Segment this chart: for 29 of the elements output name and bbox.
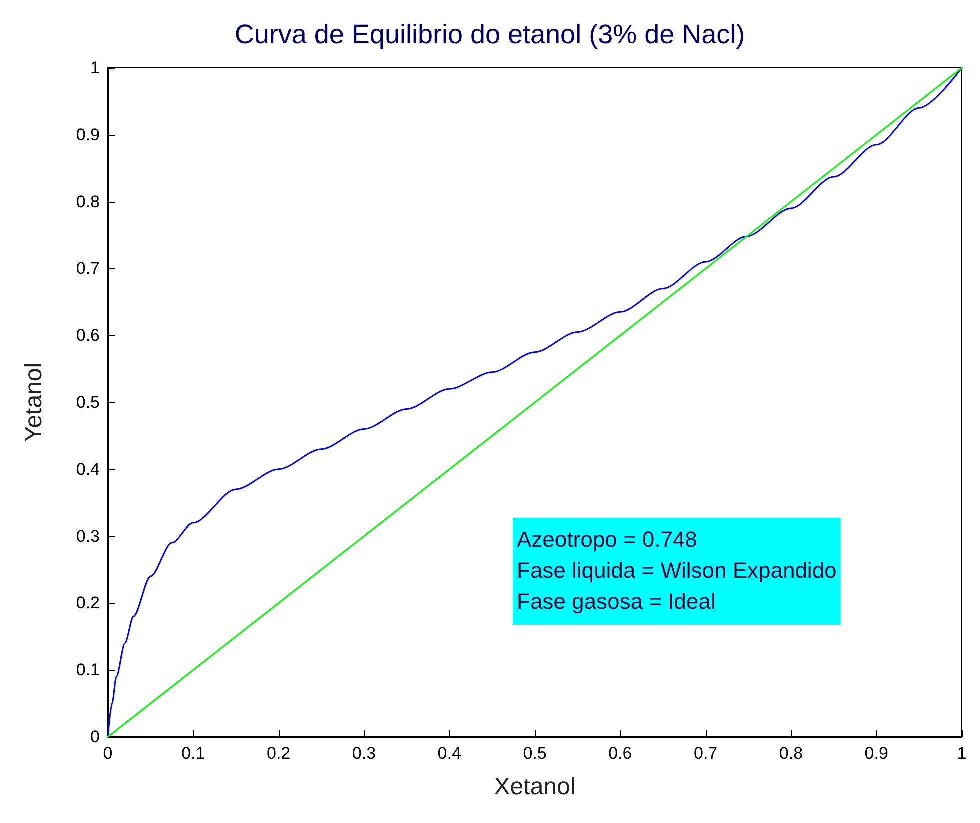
y-tick-label: 0.4 — [76, 460, 100, 479]
x-tick-label: 0.1 — [182, 744, 206, 763]
y-tick-label: 0.2 — [76, 594, 100, 613]
y-tick-label: 0.6 — [76, 326, 100, 346]
x-tick-label: 0.5 — [523, 744, 547, 763]
line-series — [107, 67, 963, 738]
y-tick-label: 0 — [90, 728, 100, 746]
x-tick-label: 0.9 — [864, 744, 888, 763]
y-tick-label: 0.8 — [76, 192, 100, 212]
x-tick-label: 1 — [957, 744, 967, 763]
y-axis-title: Yetanol — [20, 362, 48, 442]
y-tick-label: 0.9 — [76, 125, 100, 144]
y-tick-label: 0.1 — [76, 660, 100, 680]
x-tick-label: 0 — [103, 744, 113, 763]
x-tick-label: 0.7 — [694, 744, 718, 763]
x-tick-label: 0.2 — [266, 744, 291, 763]
x-tick-label: 0.4 — [438, 744, 462, 763]
annotation: Fase gasosa = Ideal — [517, 589, 716, 614]
chart-title: Curva de Equilibrio do etanol (3% de Nacl) — [234, 20, 746, 50]
y-tick-label: 0.5 — [76, 393, 100, 412]
x-axis-title: Xetanol — [494, 774, 576, 800]
x-tick-label: 0.8 — [779, 744, 804, 763]
y-tick-label: 0.7 — [76, 259, 100, 278]
x-tick-label: 0.6 — [608, 744, 632, 763]
y-tick-label: 1 — [90, 58, 100, 78]
annotation: Fase liquida = Wilson Expandido — [517, 558, 837, 583]
x-tick-label: 0.3 — [352, 744, 376, 763]
y-tick-label: 0.3 — [76, 526, 100, 546]
annotation: Azeotropo = 0.748 — [517, 527, 698, 552]
